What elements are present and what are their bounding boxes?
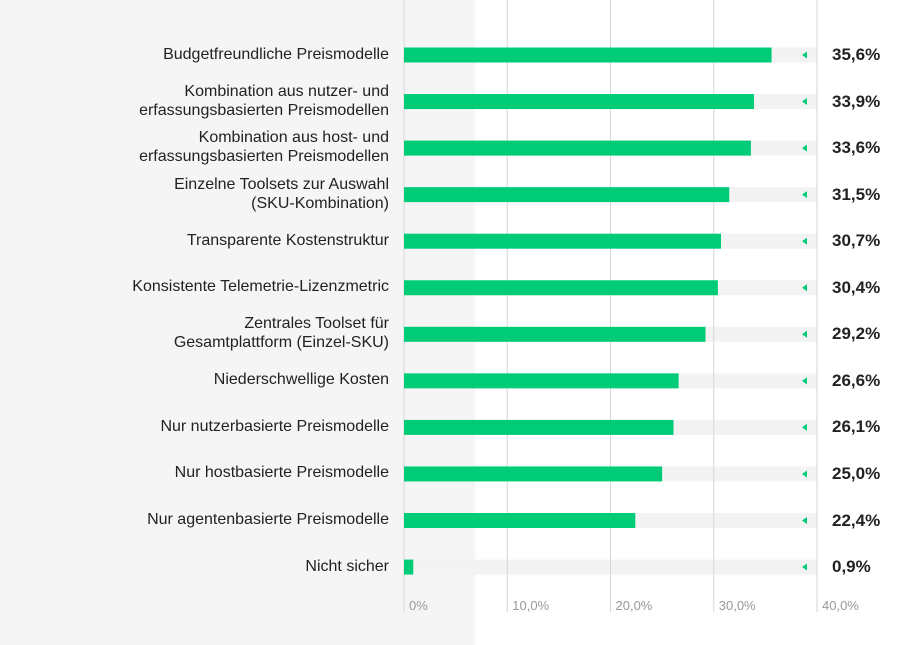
marker-triangle-icon [802, 563, 807, 571]
bar [404, 187, 730, 203]
category-label: Nur hostbasierte Preismodelle [174, 464, 389, 482]
value-label: 33,9% [832, 91, 881, 111]
category-label: Konsistente Telemetrie-Lizenzmetric [132, 278, 389, 296]
value-label: 31,5% [832, 184, 881, 204]
bar [404, 280, 718, 296]
marker-triangle-icon [802, 191, 807, 199]
value-label: 29,2% [832, 324, 881, 344]
bar [404, 94, 755, 110]
bar [404, 466, 663, 482]
marker-triangle-icon [802, 470, 807, 478]
value-label: 33,6% [832, 138, 881, 158]
marker-triangle-icon [802, 237, 807, 245]
value-label: 35,6% [832, 45, 881, 64]
value-label: 25,0% [832, 463, 881, 483]
category-label: Nur nutzerbasierte Preismodelle [160, 417, 389, 435]
bar [404, 326, 706, 342]
marker-triangle-icon [802, 330, 807, 338]
bar [404, 513, 636, 528]
category-label: Niederschwellige Kosten [213, 371, 389, 389]
marker-triangle-icon [802, 144, 807, 152]
marker-triangle-icon [802, 98, 807, 106]
bar [404, 47, 772, 63]
value-label: 22,4% [832, 510, 881, 530]
bar [404, 559, 414, 575]
marker-triangle-icon [802, 517, 807, 524]
value-label: 26,6% [832, 370, 881, 390]
category-label: Kombination aus nutzer- und erfassungsba… [139, 82, 389, 119]
category-label: Transparente Kostenstruktur [186, 231, 389, 249]
category-label: Budgetfreundliche Preismodelle [163, 45, 389, 63]
marker-triangle-icon [802, 377, 807, 385]
category-label: Kombination aus host- und erfassungsbasi… [139, 129, 389, 166]
bar [404, 373, 679, 389]
background-panel [0, 0, 475, 645]
tick-label: 40,0% [822, 598, 859, 613]
value-label: 30,4% [832, 277, 881, 297]
tick-label: 20,0% [615, 598, 653, 613]
tick-label: 0% [409, 598, 428, 613]
bar [404, 233, 721, 249]
bar [404, 140, 751, 156]
bar [404, 419, 674, 435]
tick-label: 10,0% [512, 598, 550, 613]
category-label: Nur agentenbasierte Preismodelle [147, 511, 389, 528]
tick-label: 30,0% [718, 598, 756, 613]
marker-triangle-icon [802, 423, 807, 431]
marker-triangle-icon [802, 284, 807, 292]
value-label: 30,7% [832, 231, 881, 251]
category-label: Nicht sicher [305, 557, 389, 575]
category-label: Einzelne Toolsets zur Auswahl (SKU-Kombi… [174, 175, 389, 212]
marker-triangle-icon [802, 51, 807, 59]
value-label: 0,9% [832, 557, 871, 577]
value-label: 26,1% [832, 417, 881, 437]
category-label: Zentrales Toolset für Gesamtplattform (E… [173, 315, 389, 352]
